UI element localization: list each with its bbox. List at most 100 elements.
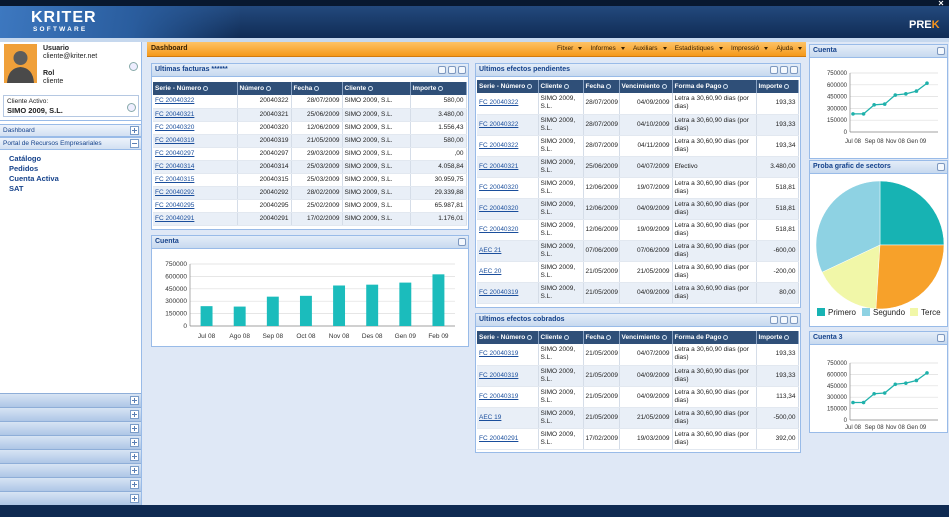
row-link[interactable]: FC 20040291 [153,212,238,226]
bar [299,295,312,326]
row-link[interactable]: FC 20040319 [153,134,238,148]
row-link[interactable]: FC 20040320 [477,177,539,199]
panel-tool[interactable] [937,163,945,171]
collapsed-panel[interactable] [0,477,141,491]
column-header[interactable]: Forma de Pago [672,80,757,93]
menu-item[interactable]: Fitxer [557,45,582,52]
expand[interactable] [130,494,139,503]
row-link[interactable]: AEC 20 [477,261,539,283]
line-chart: 0 150000 300000 450000 600000 750000 Jul 08 Sep… [827,71,938,145]
expand[interactable] [130,438,139,447]
row-link[interactable]: FC 20040320 [153,121,238,135]
cell: 21/05/2009 [619,261,673,283]
column-header[interactable]: Importe [756,80,799,93]
y-tick-label: 750000 [827,361,848,367]
nav-link[interactable]: Cuenta Activa [9,174,59,183]
panel-tool[interactable] [790,66,798,74]
column-header[interactable]: Importe [410,82,467,95]
table-row: FC 20040295 20040295 25/02/2009 SIMO 2009, … [153,199,467,213]
row-link[interactable]: FC 20040322 [477,93,539,115]
menu-item[interactable]: Estadístiques [675,45,723,52]
menu-item[interactable]: Auxiliars [633,45,667,52]
column-header[interactable]: Número [237,82,292,95]
panel-tool[interactable] [438,66,446,74]
cell: 20040322 [237,95,292,109]
cell: Letra a 30,60,90 dias (por dias) [672,386,757,408]
user-button[interactable] [129,62,138,71]
cell: SIMO 2009, S.L. [538,344,584,366]
row-link[interactable]: FC 20040321 [153,108,238,122]
row-link[interactable]: AEC 21 [477,240,539,262]
column-header[interactable]: Vencimiento [619,331,673,344]
row-link[interactable]: FC 20040295 [153,199,238,213]
panel-tool[interactable] [780,316,788,324]
panel-title: Ultimos efectos cobrados [479,316,565,323]
column-header[interactable]: Cliente [342,82,411,95]
row-link[interactable]: FC 20040319 [477,386,539,408]
collapsed-panel[interactable] [0,407,141,421]
panel-tool[interactable] [780,66,788,74]
expand[interactable] [130,396,139,405]
row-link[interactable]: FC 20040315 [153,173,238,187]
collapsed-panel[interactable] [0,449,141,463]
row-link[interactable]: FC 20040322 [153,95,238,109]
column-header[interactable]: Fecha [291,82,343,95]
nav-link[interactable]: SAT [9,184,24,193]
panel-tool[interactable] [770,316,778,324]
row-link[interactable]: AEC 19 [477,407,539,429]
row-link[interactable]: FC 20040321 [477,156,539,178]
collapsed-panel[interactable] [0,463,141,477]
row-link[interactable]: FC 20040320 [477,198,539,220]
column-header[interactable]: Fecha [583,331,620,344]
table-row: AEC 20 SIMO 2009, S.L. 21/05/2009 21/05/200… [477,261,799,283]
panel-tool[interactable] [937,47,945,55]
column-header[interactable]: Importe [756,331,799,344]
row-link[interactable]: FC 20040322 [477,114,539,136]
collapsed-panel[interactable] [0,393,141,407]
cliente-button[interactable] [127,103,136,112]
column-header[interactable]: Serie - Número [477,331,539,344]
column-header[interactable]: Serie - Número [477,80,539,93]
column-header[interactable]: Cliente [538,80,584,93]
x-tick-label: Nov 08 [886,139,906,145]
row-link[interactable]: FC 20040291 [477,428,539,450]
row-link[interactable]: FC 20040320 [477,219,539,241]
panel-tool[interactable] [458,238,466,246]
expand[interactable] [130,410,139,419]
expand[interactable] [130,424,139,433]
row-link[interactable]: FC 20040319 [477,365,539,387]
column-header[interactable]: Cliente [538,331,584,344]
row-link[interactable]: FC 20040319 [477,282,539,304]
menu-item[interactable]: Ajuda [776,45,802,52]
row-link[interactable]: FC 20040314 [153,160,238,174]
column-header[interactable]: Fecha [583,80,620,93]
expand[interactable] [130,126,139,135]
collapsed-panel[interactable] [0,491,141,505]
panel-tool[interactable] [448,66,456,74]
row-link[interactable]: FC 20040319 [477,344,539,366]
close-button[interactable] [936,0,946,6]
column-header[interactable]: Vencimiento [619,80,673,93]
expand[interactable] [130,466,139,475]
collapse[interactable] [130,139,139,148]
expand[interactable] [130,480,139,489]
row-link[interactable]: FC 20040322 [477,135,539,157]
nav-link[interactable]: Pedidos [9,164,39,173]
panel-tool[interactable] [790,316,798,324]
nav-section[interactable]: Dashboard [0,124,141,137]
panel-tool[interactable] [770,66,778,74]
collapsed-panel[interactable] [0,421,141,435]
column-header[interactable]: Forma de Pago [672,331,757,344]
expand[interactable] [130,452,139,461]
nav-section[interactable]: Portal de Recursos Empresariales [0,137,141,150]
row-link[interactable]: FC 20040292 [153,186,238,200]
collapsed-panel[interactable] [0,435,141,449]
nav-link[interactable]: Catálogo [9,154,42,163]
row-link[interactable]: FC 20040297 [153,147,238,161]
panel-tool[interactable] [458,66,466,74]
column-header[interactable]: Serie - Número [153,82,238,95]
panel-tool[interactable] [937,334,945,342]
menu-item[interactable]: Informes [590,45,624,52]
panel-title: Cuenta [155,238,179,245]
menu-item[interactable]: Impressió [731,45,768,52]
